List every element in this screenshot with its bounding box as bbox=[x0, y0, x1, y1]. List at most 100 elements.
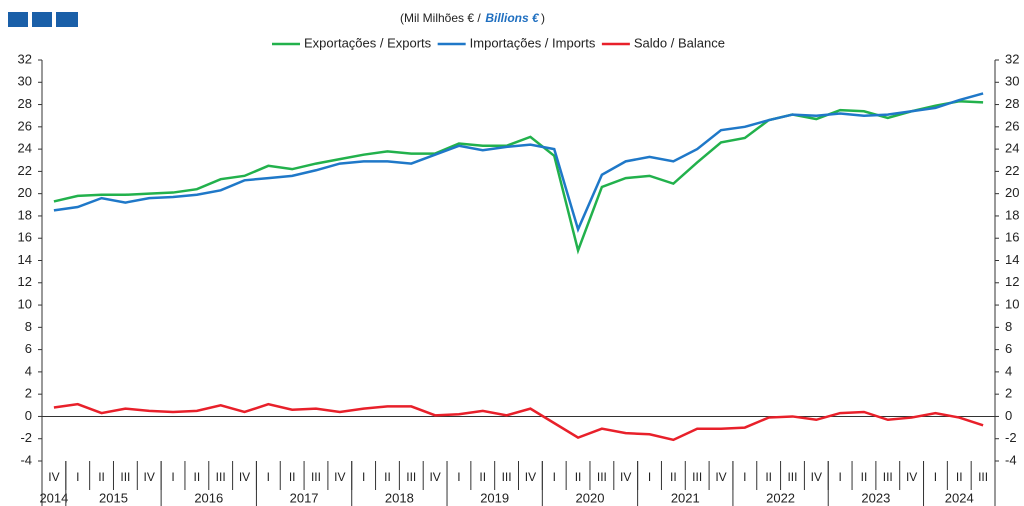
x-tick-label: I bbox=[171, 470, 174, 484]
y-tick-label: 4 bbox=[25, 363, 32, 378]
x-tick-label: I bbox=[457, 470, 460, 484]
logo-block bbox=[8, 12, 28, 27]
legend-label: Exportações / Exports bbox=[304, 35, 432, 50]
year-label: 2021 bbox=[671, 490, 700, 505]
y2-tick-label: 18 bbox=[1005, 207, 1019, 222]
x-tick-label: III bbox=[406, 470, 416, 484]
year-label: 2018 bbox=[385, 490, 414, 505]
y2-tick-label: 2 bbox=[1005, 386, 1012, 401]
x-tick-label: II bbox=[575, 470, 582, 484]
y-tick-label: -2 bbox=[20, 430, 32, 445]
y-tick-label: -4 bbox=[20, 452, 32, 467]
x-tick-label: IV bbox=[525, 470, 536, 484]
x-tick-label: III bbox=[502, 470, 512, 484]
x-tick-label: II bbox=[194, 470, 201, 484]
x-tick-label: IV bbox=[144, 470, 155, 484]
y2-tick-label: 20 bbox=[1005, 185, 1019, 200]
y-tick-label: 18 bbox=[18, 207, 32, 222]
y-tick-label: 0 bbox=[25, 408, 32, 423]
x-tick-label: II bbox=[956, 470, 963, 484]
year-label: 2020 bbox=[576, 490, 605, 505]
data-line bbox=[53, 92, 984, 233]
y2-tick-label: 6 bbox=[1005, 341, 1012, 356]
y-tick-label: 8 bbox=[25, 319, 32, 334]
x-tick-label: IV bbox=[239, 470, 250, 484]
x-tick-label: III bbox=[692, 470, 702, 484]
x-tick-label: IV bbox=[620, 470, 631, 484]
x-tick-label: IV bbox=[429, 470, 440, 484]
x-tick-label: II bbox=[861, 470, 868, 484]
year-label: 2022 bbox=[766, 490, 795, 505]
y2-tick-label: 14 bbox=[1005, 252, 1019, 267]
x-tick-label: I bbox=[553, 470, 556, 484]
y-tick-label: 12 bbox=[18, 274, 32, 289]
y2-tick-label: -2 bbox=[1005, 430, 1017, 445]
x-tick-label: III bbox=[978, 470, 988, 484]
x-tick-label: III bbox=[120, 470, 130, 484]
y2-tick-label: 0 bbox=[1005, 408, 1012, 423]
x-tick-label: II bbox=[98, 470, 105, 484]
year-label: 2024 bbox=[945, 490, 974, 505]
year-label: 2023 bbox=[861, 490, 890, 505]
y-tick-label: 16 bbox=[18, 230, 32, 245]
y-tick-label: 10 bbox=[18, 296, 32, 311]
x-tick-label: II bbox=[289, 470, 296, 484]
legend-label: Saldo / Balance bbox=[634, 35, 725, 50]
y-tick-label: 30 bbox=[18, 74, 32, 89]
y-tick-label: 26 bbox=[18, 118, 32, 133]
year-label: 2017 bbox=[290, 490, 319, 505]
x-tick-label: III bbox=[597, 470, 607, 484]
y2-tick-label: 30 bbox=[1005, 74, 1019, 89]
x-tick-label: IV bbox=[715, 470, 726, 484]
y-tick-label: 20 bbox=[18, 185, 32, 200]
y-tick-label: 28 bbox=[18, 96, 32, 111]
y2-tick-label: 8 bbox=[1005, 319, 1012, 334]
y-tick-label: 22 bbox=[18, 163, 32, 178]
data-line bbox=[53, 99, 984, 255]
x-tick-label: IV bbox=[906, 470, 917, 484]
logo-block bbox=[32, 12, 52, 27]
legend-label: Importações / Imports bbox=[470, 35, 596, 50]
y-tick-label: 6 bbox=[25, 341, 32, 356]
x-tick-label: III bbox=[311, 470, 321, 484]
y-tick-label: 24 bbox=[18, 141, 32, 156]
x-tick-label: III bbox=[883, 470, 893, 484]
chart-title: ) bbox=[541, 11, 545, 25]
logo-block bbox=[56, 12, 78, 27]
x-tick-label: II bbox=[670, 470, 677, 484]
x-tick-label: I bbox=[362, 470, 365, 484]
y2-tick-label: -4 bbox=[1005, 452, 1017, 467]
x-tick-label: II bbox=[479, 470, 486, 484]
x-tick-label: III bbox=[216, 470, 226, 484]
y2-tick-label: 12 bbox=[1005, 274, 1019, 289]
y2-tick-label: 4 bbox=[1005, 363, 1012, 378]
y2-tick-label: 26 bbox=[1005, 118, 1019, 133]
y2-tick-label: 28 bbox=[1005, 96, 1019, 111]
chart-title: (Mil Milhões € / bbox=[400, 11, 481, 25]
x-tick-label: I bbox=[76, 470, 79, 484]
y2-tick-label: 16 bbox=[1005, 230, 1019, 245]
x-tick-label: I bbox=[743, 470, 746, 484]
chart-title: Billions € bbox=[485, 11, 540, 25]
year-label: 2016 bbox=[194, 490, 223, 505]
x-tick-label: IV bbox=[811, 470, 822, 484]
x-tick-label: II bbox=[384, 470, 391, 484]
x-tick-label: I bbox=[267, 470, 270, 484]
x-tick-label: IV bbox=[334, 470, 345, 484]
year-label: 2015 bbox=[99, 490, 128, 505]
x-tick-label: I bbox=[838, 470, 841, 484]
x-tick-label: III bbox=[787, 470, 797, 484]
x-tick-label: I bbox=[934, 470, 937, 484]
y-tick-label: 2 bbox=[25, 386, 32, 401]
y2-tick-label: 32 bbox=[1005, 51, 1019, 66]
x-tick-label: I bbox=[648, 470, 651, 484]
year-label: 2014 bbox=[39, 490, 68, 505]
y2-tick-label: 10 bbox=[1005, 296, 1019, 311]
x-tick-label: IV bbox=[48, 470, 59, 484]
y-tick-label: 32 bbox=[18, 51, 32, 66]
x-tick-label: II bbox=[765, 470, 772, 484]
year-label: 2019 bbox=[480, 490, 509, 505]
y2-tick-label: 22 bbox=[1005, 163, 1019, 178]
data-line bbox=[53, 402, 984, 442]
